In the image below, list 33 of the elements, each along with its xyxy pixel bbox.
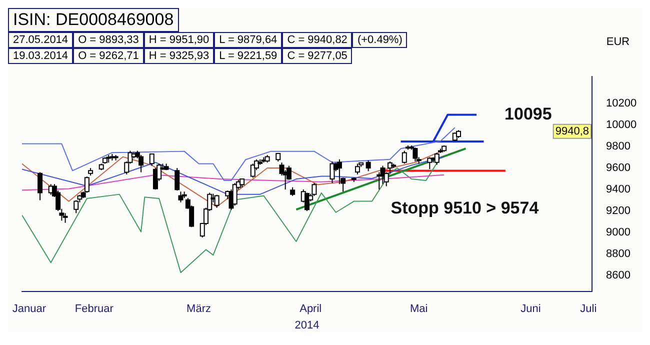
data-label: 10095 bbox=[504, 104, 552, 124]
x-tick-label: Januar bbox=[12, 303, 46, 316]
text: (+0.49%) bbox=[352, 32, 408, 48]
x-tick-label: Juni bbox=[520, 303, 541, 316]
text: L = 9879,64 bbox=[214, 32, 282, 48]
text: O = 9893,33 bbox=[73, 32, 144, 48]
chart-title: ISIN: DE0008469008 bbox=[8, 8, 179, 32]
y-tick-label: 9800 bbox=[606, 140, 630, 153]
y-tick-label: 8600 bbox=[606, 270, 630, 282]
y-tick-label: 10200 bbox=[606, 98, 637, 110]
text: H = 9951,90 bbox=[144, 32, 214, 48]
x-tick-label: April bbox=[300, 303, 322, 316]
y-tick-label: 8800 bbox=[606, 248, 630, 260]
x-tick-label: Mai bbox=[410, 303, 428, 316]
y-tick-label: 9400 bbox=[606, 184, 630, 196]
y-tick-label: 10000 bbox=[606, 119, 637, 132]
x-tick-label: März bbox=[186, 303, 211, 316]
y-axis-title: EUR bbox=[605, 35, 631, 50]
x-axis-title: 2014 bbox=[294, 319, 320, 332]
annotation: 9940,8 bbox=[555, 125, 590, 138]
text: C = 9940,82 bbox=[282, 32, 352, 48]
text: O = 9262,71 bbox=[73, 48, 144, 64]
x-tick-label: Februar bbox=[74, 303, 114, 316]
y-tick-label: 9200 bbox=[606, 205, 630, 218]
x-tick-label: Juli bbox=[580, 303, 597, 316]
text: L = 9221,59 bbox=[214, 48, 282, 64]
text: H = 9325,93 bbox=[144, 48, 214, 64]
text: 19.03.2014 bbox=[8, 48, 74, 64]
text: 27.05.2014 bbox=[8, 32, 74, 48]
text: C = 9277,05 bbox=[282, 48, 352, 64]
y-tick-label: 9000 bbox=[606, 226, 630, 239]
data-label: Stopp 9510 > 9574 bbox=[390, 198, 540, 218]
y-tick-label: 9600 bbox=[606, 162, 630, 174]
